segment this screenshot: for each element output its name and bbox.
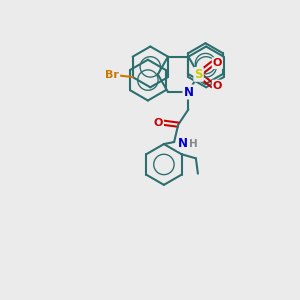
Text: O: O	[154, 118, 163, 128]
Text: O: O	[213, 58, 222, 68]
Text: N: N	[178, 137, 188, 150]
Text: S: S	[194, 68, 203, 81]
Text: N: N	[183, 85, 194, 98]
Text: O: O	[213, 81, 222, 91]
Text: Br: Br	[105, 70, 119, 80]
Text: H: H	[189, 139, 198, 148]
